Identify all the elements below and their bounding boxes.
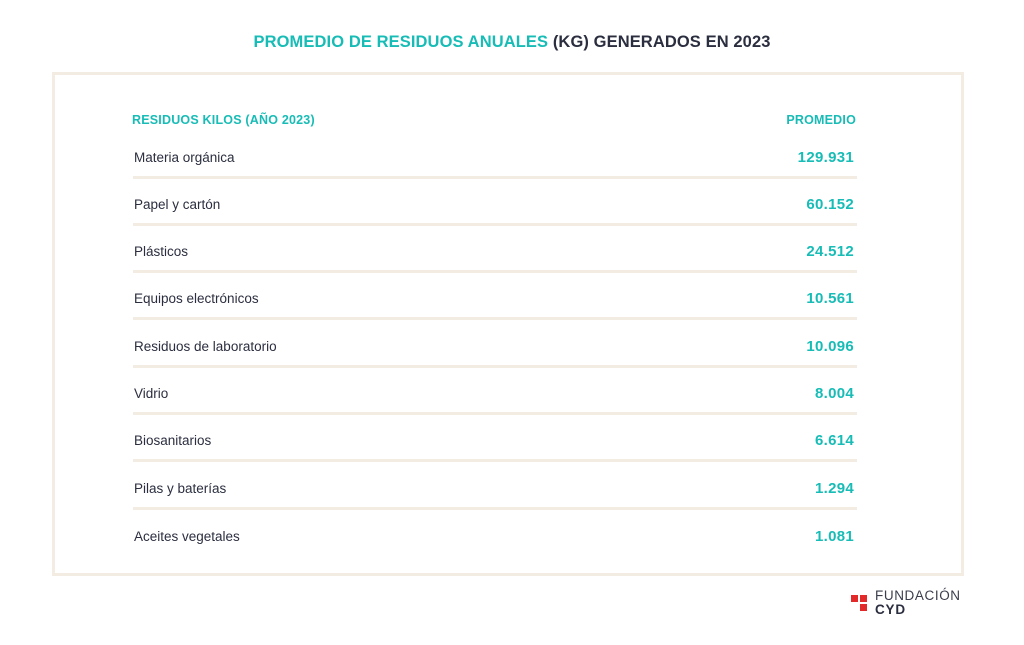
row-divider — [133, 507, 857, 510]
title-accent: PROMEDIO DE RESIDUOS ANUALES — [253, 33, 549, 51]
row-label: Biosanitarios — [134, 433, 212, 448]
row-label: Vidrio — [134, 386, 169, 401]
table-row: Vidrio 8.004 — [133, 385, 857, 442]
row-value: 129.931 — [797, 149, 854, 166]
table-container — [52, 72, 964, 576]
row-divider — [133, 459, 857, 462]
row-value: 24.512 — [806, 243, 854, 260]
row-divider — [133, 365, 857, 368]
row-label: Aceites vegetales — [134, 529, 240, 544]
logo-text-line2: CYD — [875, 602, 906, 617]
row-label: Residuos de laboratorio — [134, 339, 277, 354]
row-value: 10.096 — [806, 338, 854, 355]
row-label: Plásticos — [134, 244, 189, 259]
row-label: Materia orgánica — [134, 150, 235, 165]
row-divider — [133, 412, 857, 415]
table-row: Aceites vegetales 1.081 — [133, 528, 857, 585]
row-value: 10.561 — [806, 290, 854, 307]
logo-square — [851, 595, 858, 602]
fundacion-cyd-logo: FUNDACIÓN CYD — [851, 588, 971, 620]
table-row: Plásticos 24.512 — [133, 243, 857, 300]
logo-square — [860, 604, 867, 611]
table-row: Pilas y baterías 1.294 — [133, 480, 857, 537]
row-label: Equipos electrónicos — [134, 291, 259, 306]
row-value: 6.614 — [814, 432, 854, 449]
table-row: Papel y cartón 60.152 — [133, 196, 857, 253]
table-row: Biosanitarios 6.614 — [133, 432, 857, 489]
logo-square — [860, 595, 867, 602]
table-row: Equipos electrónicos 10.561 — [133, 290, 857, 347]
row-value: 8.004 — [814, 385, 854, 402]
row-divider — [133, 317, 857, 320]
row-divider — [133, 270, 857, 273]
row-label: Pilas y baterías — [134, 481, 227, 496]
row-divider — [133, 223, 857, 226]
page-title: PROMEDIO DE RESIDUOS ANUALES (KG) GENERA… — [0, 33, 1024, 52]
row-value: 1.294 — [814, 480, 854, 497]
column-header-name: RESIDUOS KILOS (AÑO 2023) — [132, 113, 315, 127]
logo-text-line1: FUNDACIÓN — [875, 588, 961, 603]
column-header-value: PROMEDIO — [786, 113, 856, 127]
table-row: Materia orgánica 129.931 — [133, 149, 857, 206]
row-value: 1.081 — [814, 528, 854, 545]
table-row: Residuos de laboratorio 10.096 — [133, 338, 857, 395]
row-divider — [133, 176, 857, 179]
title-dark: (KG) GENERADOS EN 2023 — [552, 33, 771, 51]
row-label: Papel y cartón — [134, 197, 221, 212]
row-value: 60.152 — [806, 196, 854, 213]
